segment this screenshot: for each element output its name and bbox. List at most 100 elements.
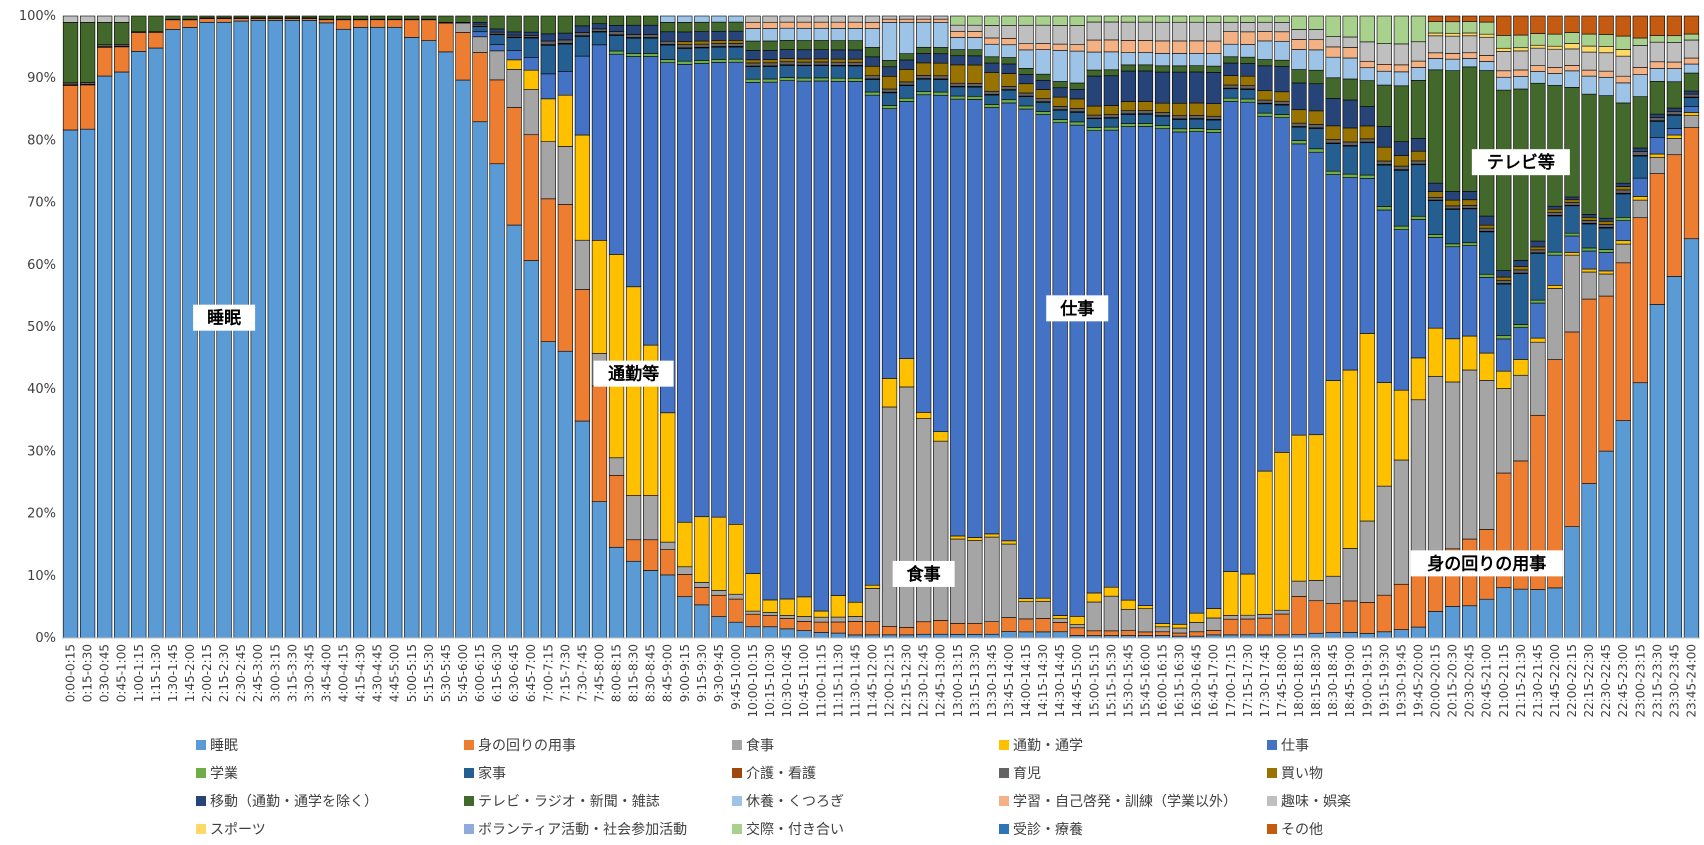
bar-segment xyxy=(1513,324,1529,328)
bar-segment xyxy=(847,81,864,603)
bar-segment xyxy=(557,15,573,34)
bar-segment xyxy=(1444,338,1461,383)
bar-segment xyxy=(694,21,710,32)
bar-segment xyxy=(1052,15,1068,26)
bar-segment xyxy=(1598,52,1614,72)
bar-segment xyxy=(1342,632,1358,639)
bar-segment xyxy=(1666,107,1683,112)
bar-segment xyxy=(813,610,829,618)
bar-segment xyxy=(950,95,966,100)
bar-segment xyxy=(1257,15,1273,23)
bar-segment xyxy=(1376,15,1392,44)
bar-segment xyxy=(1001,73,1017,87)
bar-segment xyxy=(967,95,983,100)
bar-segment xyxy=(1496,370,1512,389)
bar-segment xyxy=(1137,101,1154,111)
bar-segment xyxy=(1189,622,1205,633)
bar-segment xyxy=(1444,53,1461,60)
bar-segment xyxy=(1171,128,1188,133)
x-tick-label: 10:15-10:30 xyxy=(763,644,777,718)
bar-segment xyxy=(864,15,881,23)
bar-segment xyxy=(1359,174,1375,179)
bar-segment xyxy=(813,621,829,633)
bar-segment xyxy=(796,621,812,631)
bar-segment xyxy=(1103,630,1119,636)
bar-segment xyxy=(1257,21,1273,32)
legend-swatch xyxy=(999,768,1009,778)
bar-segment xyxy=(1649,137,1665,155)
bar-segment xyxy=(779,27,795,41)
bar-segment xyxy=(1206,617,1222,631)
bar-segment xyxy=(916,621,932,635)
bar-segment xyxy=(97,15,113,23)
bar-segment xyxy=(864,75,881,80)
bar-segment xyxy=(540,15,556,35)
x-tick-label: 6:00-6:15 xyxy=(473,644,487,702)
bar-segment xyxy=(1462,245,1478,337)
legend-swatch xyxy=(732,768,742,778)
bar-segment xyxy=(1632,382,1648,639)
x-tick-label: 0:30-0:45 xyxy=(98,644,112,702)
bar-segment xyxy=(1240,22,1256,33)
bar-segment xyxy=(898,21,915,54)
bar-segment xyxy=(523,69,539,90)
bar-segment xyxy=(421,40,437,639)
bar-segment xyxy=(1649,68,1665,82)
bar-segment xyxy=(1393,165,1410,170)
bar-segment xyxy=(967,540,983,624)
bar-segment xyxy=(984,533,1000,538)
bar-segment xyxy=(1189,128,1205,132)
bar-segment xyxy=(1154,115,1171,126)
bar-segment xyxy=(1069,124,1085,617)
bar-segment xyxy=(1291,29,1307,40)
bar-segment xyxy=(950,49,966,57)
bar-segment xyxy=(1393,43,1410,66)
bar-segment xyxy=(1257,90,1273,101)
bar-segment xyxy=(1103,105,1119,115)
bar-segment xyxy=(1496,388,1512,474)
bar-segment xyxy=(916,62,932,76)
bar-segment xyxy=(557,146,573,205)
bar-segment xyxy=(301,20,318,639)
bar-segment xyxy=(1308,434,1324,581)
bar-segment xyxy=(1342,99,1358,129)
bar-segment xyxy=(745,40,761,51)
bar-segment xyxy=(881,18,898,23)
legend-swatch xyxy=(1267,824,1277,834)
bar-segment xyxy=(1615,186,1631,191)
bar-segment xyxy=(1513,588,1529,639)
bar-segment xyxy=(916,15,932,20)
bar-segment xyxy=(1496,47,1512,52)
bar-segment xyxy=(1564,331,1580,527)
bar-segment xyxy=(1291,82,1307,111)
bar-segment xyxy=(1598,15,1614,35)
bar-segment xyxy=(813,15,829,23)
bar-segment xyxy=(1052,622,1068,633)
bar-segment xyxy=(1462,58,1478,68)
bar-segment xyxy=(813,21,829,29)
bar-segment xyxy=(1666,134,1683,139)
legend-label: 移動（通勤・通学を除く） xyxy=(210,794,378,810)
bar-segment xyxy=(1189,102,1205,116)
bar-segment xyxy=(472,15,488,23)
bar-segment xyxy=(694,15,710,23)
x-tick-label: 22:30-22:45 xyxy=(1599,644,1613,718)
bar-segment xyxy=(1615,189,1631,194)
bar-segment xyxy=(1649,153,1665,158)
bar-segment xyxy=(1308,83,1324,112)
bar-segment xyxy=(1154,40,1171,54)
bar-segment xyxy=(1274,31,1290,42)
bar-segment xyxy=(1479,227,1495,232)
bar-segment xyxy=(660,541,676,550)
bar-segment xyxy=(1581,217,1597,221)
bar-segment xyxy=(1171,53,1188,67)
bar-segment xyxy=(1069,112,1085,123)
bar-segment xyxy=(489,163,505,639)
bar-segment xyxy=(1479,273,1495,278)
bar-segment xyxy=(540,98,556,142)
legend-swatch xyxy=(196,740,206,750)
bar-segment xyxy=(1547,48,1563,68)
bar-segment xyxy=(97,75,113,639)
bar-segment xyxy=(1189,65,1205,73)
